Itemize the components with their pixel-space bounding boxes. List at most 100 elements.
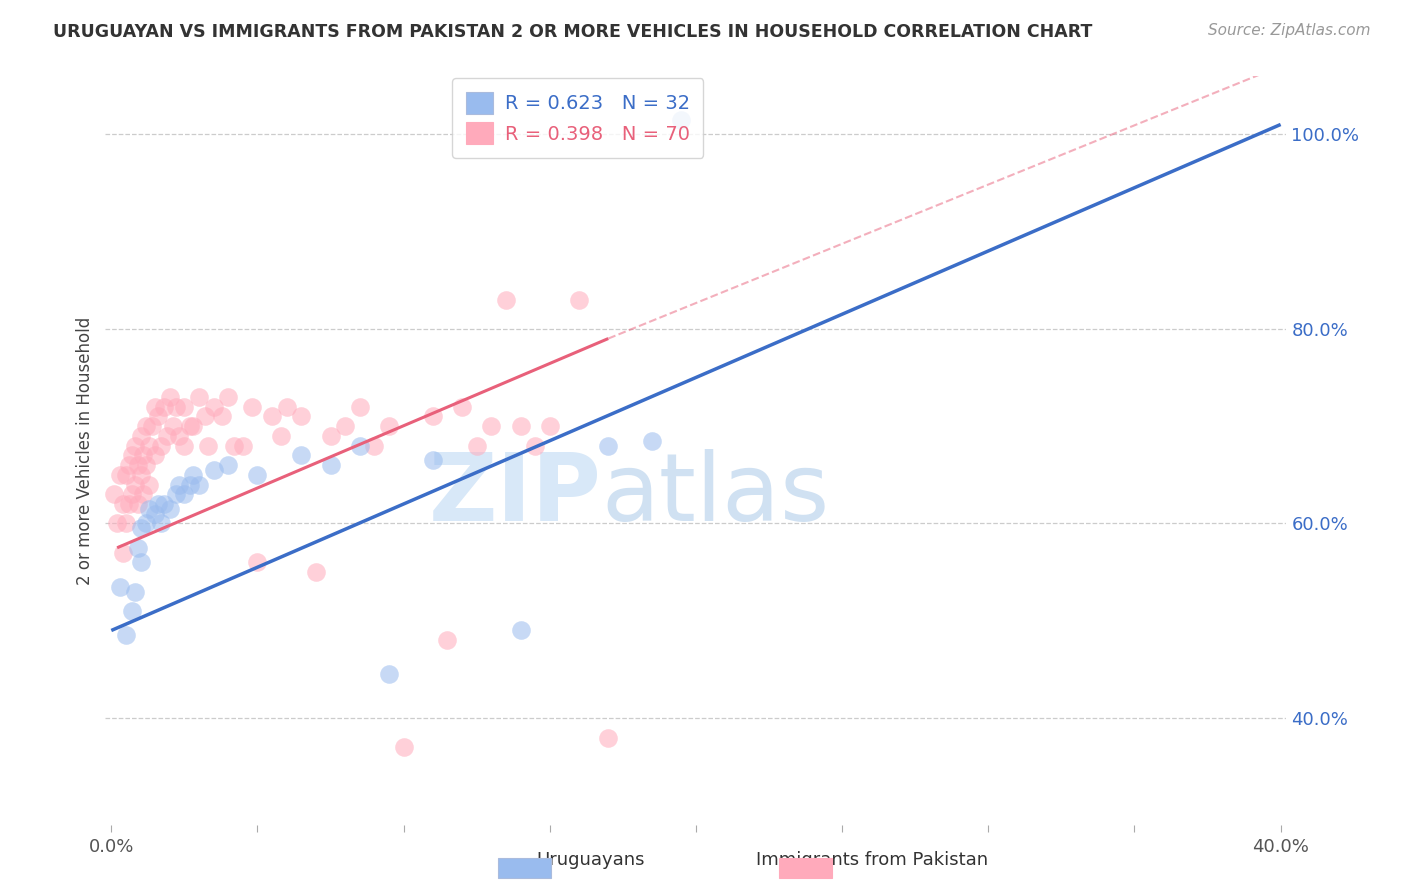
Point	[509, 419, 531, 434]
Point	[181, 419, 204, 434]
Point	[333, 419, 356, 434]
Point	[202, 400, 225, 414]
Point	[127, 458, 149, 472]
Point	[127, 497, 149, 511]
Text: Immigrants from Pakistan: Immigrants from Pakistan	[755, 851, 988, 869]
Point	[153, 400, 176, 414]
Text: Uruguayans: Uruguayans	[536, 851, 645, 869]
Point	[319, 458, 342, 472]
Point	[222, 439, 245, 453]
Point	[290, 448, 312, 462]
Point	[132, 448, 155, 462]
Point	[156, 429, 179, 443]
Point	[159, 501, 181, 516]
Point	[217, 390, 239, 404]
Point	[132, 487, 155, 501]
Point	[111, 546, 134, 560]
Text: atlas: atlas	[602, 450, 830, 541]
Point	[319, 429, 342, 443]
Point	[671, 112, 693, 127]
Point	[211, 409, 233, 424]
Point	[179, 477, 201, 491]
Point	[135, 419, 157, 434]
Point	[165, 487, 187, 501]
Point	[598, 439, 620, 453]
Point	[246, 555, 269, 569]
Point	[202, 463, 225, 477]
Point	[141, 419, 163, 434]
Point	[146, 409, 169, 424]
Point	[138, 439, 160, 453]
Point	[422, 409, 444, 424]
Point	[524, 439, 547, 453]
Point	[217, 458, 239, 472]
Point	[153, 497, 176, 511]
Point	[197, 439, 219, 453]
Point	[143, 507, 166, 521]
Point	[150, 516, 173, 531]
Point	[262, 409, 284, 424]
Point	[188, 477, 211, 491]
Point	[108, 467, 131, 482]
Point	[173, 439, 195, 453]
Point	[349, 439, 371, 453]
Point	[135, 516, 157, 531]
Point	[240, 400, 263, 414]
Point	[105, 516, 128, 531]
Point	[124, 584, 146, 599]
Point	[162, 419, 184, 434]
Point	[568, 293, 591, 307]
Point	[124, 477, 146, 491]
Point	[392, 740, 415, 755]
Point	[378, 419, 401, 434]
Point	[103, 487, 125, 501]
Point	[173, 400, 195, 414]
Point	[479, 419, 502, 434]
Point	[146, 497, 169, 511]
Text: ZIP: ZIP	[429, 450, 602, 541]
Point	[246, 467, 269, 482]
Point	[127, 541, 149, 555]
Point	[422, 453, 444, 467]
Point	[150, 439, 173, 453]
Point	[124, 439, 146, 453]
Point	[159, 390, 181, 404]
Point	[305, 565, 328, 579]
Point	[167, 477, 190, 491]
Point	[509, 624, 531, 638]
Point	[181, 467, 204, 482]
Point	[129, 467, 152, 482]
Point	[115, 628, 138, 642]
Point	[121, 487, 143, 501]
Point	[598, 731, 620, 745]
Point	[188, 390, 211, 404]
Point	[115, 467, 138, 482]
Point	[641, 434, 664, 448]
Point	[129, 521, 152, 535]
Text: Source: ZipAtlas.com: Source: ZipAtlas.com	[1208, 23, 1371, 38]
Point	[436, 633, 458, 648]
Point	[129, 429, 152, 443]
Point	[121, 604, 143, 618]
Point	[451, 400, 474, 414]
Point	[138, 501, 160, 516]
Point	[115, 516, 138, 531]
Point	[179, 419, 201, 434]
Point	[118, 458, 141, 472]
Point	[129, 555, 152, 569]
Point	[121, 448, 143, 462]
Point	[143, 400, 166, 414]
Point	[108, 580, 131, 594]
Point	[165, 400, 187, 414]
Y-axis label: 2 or more Vehicles in Household: 2 or more Vehicles in Household	[76, 317, 94, 584]
Legend: R = 0.623   N = 32, R = 0.398   N = 70: R = 0.623 N = 32, R = 0.398 N = 70	[453, 78, 703, 158]
Point	[465, 439, 488, 453]
Point	[270, 429, 292, 443]
Point	[363, 439, 385, 453]
Point	[378, 667, 401, 681]
Text: URUGUAYAN VS IMMIGRANTS FROM PAKISTAN 2 OR MORE VEHICLES IN HOUSEHOLD CORRELATIO: URUGUAYAN VS IMMIGRANTS FROM PAKISTAN 2 …	[53, 23, 1092, 41]
Point	[167, 429, 190, 443]
Point	[276, 400, 298, 414]
Point	[538, 419, 561, 434]
Point	[349, 400, 371, 414]
